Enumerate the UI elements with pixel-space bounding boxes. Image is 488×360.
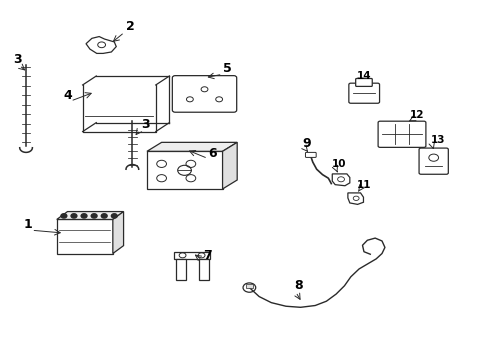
Polygon shape bbox=[147, 151, 222, 189]
Polygon shape bbox=[331, 174, 349, 186]
Polygon shape bbox=[57, 212, 123, 220]
FancyBboxPatch shape bbox=[172, 76, 236, 112]
FancyBboxPatch shape bbox=[245, 284, 252, 288]
Text: 8: 8 bbox=[294, 279, 302, 292]
Text: 7: 7 bbox=[203, 249, 211, 262]
Text: 10: 10 bbox=[331, 159, 346, 170]
Circle shape bbox=[81, 214, 87, 218]
Text: 3: 3 bbox=[141, 118, 149, 131]
Circle shape bbox=[91, 214, 97, 218]
Text: 12: 12 bbox=[409, 110, 424, 120]
Polygon shape bbox=[57, 220, 113, 253]
Circle shape bbox=[61, 214, 67, 218]
Text: 3: 3 bbox=[13, 53, 22, 67]
FancyBboxPatch shape bbox=[377, 121, 425, 147]
Text: 9: 9 bbox=[302, 137, 310, 150]
Circle shape bbox=[111, 214, 117, 218]
FancyBboxPatch shape bbox=[176, 259, 185, 280]
Text: 2: 2 bbox=[126, 20, 135, 33]
FancyBboxPatch shape bbox=[199, 259, 208, 280]
Text: 14: 14 bbox=[356, 71, 370, 81]
Text: 1: 1 bbox=[23, 219, 32, 231]
Text: 11: 11 bbox=[356, 180, 370, 190]
Polygon shape bbox=[113, 212, 123, 253]
FancyBboxPatch shape bbox=[173, 252, 210, 259]
Polygon shape bbox=[147, 142, 237, 151]
Text: 13: 13 bbox=[430, 135, 445, 145]
Polygon shape bbox=[347, 193, 363, 204]
Text: 6: 6 bbox=[207, 147, 216, 160]
Polygon shape bbox=[86, 37, 116, 53]
Circle shape bbox=[101, 214, 107, 218]
FancyBboxPatch shape bbox=[348, 83, 379, 103]
Text: 4: 4 bbox=[63, 89, 72, 102]
FancyBboxPatch shape bbox=[418, 148, 447, 174]
Circle shape bbox=[71, 214, 77, 218]
FancyBboxPatch shape bbox=[355, 78, 371, 86]
Text: 5: 5 bbox=[222, 62, 231, 75]
Polygon shape bbox=[222, 142, 237, 189]
FancyBboxPatch shape bbox=[305, 152, 316, 157]
